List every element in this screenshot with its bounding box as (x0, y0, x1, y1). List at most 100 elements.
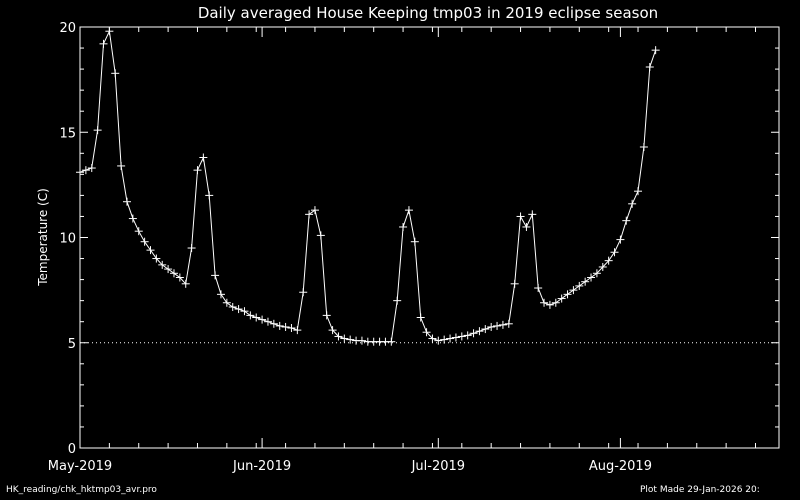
data-point (205, 191, 214, 200)
data-point (463, 331, 472, 340)
axes-group: 0 5 10 15 20 May-2019 Jun-2019 Jul-2019 Aug-2019 (48, 21, 779, 474)
data-point (140, 237, 149, 246)
data-point (616, 235, 625, 244)
data-point (545, 300, 554, 309)
data-point (422, 328, 431, 337)
data-point (587, 273, 596, 282)
data-point (434, 336, 443, 345)
data-point (639, 142, 648, 151)
x-tick-label: Jun-2019 (232, 459, 291, 474)
data-point (322, 311, 331, 320)
data-point (275, 321, 284, 330)
data-point (258, 315, 267, 324)
data-point (498, 320, 507, 329)
data-point (199, 153, 208, 162)
data-point (87, 164, 96, 173)
data-point (645, 62, 654, 71)
data-point (328, 326, 337, 335)
data-point (451, 333, 460, 342)
data-point (540, 298, 549, 307)
data-point (575, 281, 584, 290)
data-point (604, 256, 613, 265)
data-point (493, 321, 502, 330)
data-point (169, 269, 178, 278)
data-point (457, 332, 466, 341)
data-point (610, 248, 619, 257)
data-point (299, 288, 308, 297)
data-point (534, 284, 543, 293)
data-point (216, 290, 225, 299)
data-point (222, 298, 231, 307)
data-point (651, 46, 660, 55)
footer-plot-made: Plot Made 29-Jan-2026 20: (640, 485, 760, 495)
data-point (592, 269, 601, 278)
data-point (316, 231, 325, 240)
y-axis-label: Temperature (C) (36, 188, 50, 287)
data-point (228, 302, 237, 311)
plot-frame (79, 26, 780, 449)
y-tick-label: 20 (59, 21, 76, 36)
data-point (111, 69, 120, 78)
y-tick-label: 0 (68, 442, 76, 457)
data-point (404, 206, 413, 215)
data-point (634, 187, 643, 196)
data-point (557, 294, 566, 303)
data-point (469, 329, 478, 338)
data-point (269, 319, 278, 328)
y-tick-label: 15 (59, 126, 76, 141)
data-point (387, 337, 396, 346)
data-point (246, 311, 255, 320)
data-point (76, 168, 84, 177)
data-point (93, 126, 102, 135)
data-point (234, 305, 243, 314)
x-tick-label: Aug-2019 (589, 459, 652, 474)
data-point (128, 214, 137, 223)
data-point (475, 327, 484, 336)
plot-frame-rect (79, 26, 780, 449)
data-point (428, 334, 437, 343)
data-point (510, 279, 519, 288)
data-point (158, 260, 167, 269)
data-point (187, 244, 196, 253)
data-point (440, 335, 449, 344)
data-point (399, 222, 408, 231)
data-point (175, 273, 184, 282)
data-point (211, 271, 220, 280)
data-point (164, 265, 173, 274)
data-point (293, 326, 302, 335)
data-point (252, 313, 261, 322)
x-tick-label: May-2019 (48, 459, 112, 474)
data-point (393, 296, 402, 305)
data-point (528, 210, 537, 219)
data-point (563, 290, 572, 299)
data-point (263, 317, 272, 326)
data-point (504, 319, 513, 328)
data-point (522, 222, 531, 231)
data-point (598, 262, 607, 271)
data-point (481, 325, 490, 334)
data-point (152, 254, 161, 263)
data-point (581, 277, 590, 286)
data-point (346, 335, 355, 344)
series-line (79, 29, 657, 343)
data-point (146, 246, 155, 255)
data-point (516, 212, 525, 221)
data-point (357, 336, 366, 345)
data-point (410, 237, 419, 246)
data-point (487, 322, 496, 331)
data-point (416, 313, 425, 322)
data-point (622, 216, 631, 225)
data-point (287, 324, 296, 333)
data-point (99, 39, 108, 48)
y-tick-label: 5 (68, 337, 76, 352)
data-point (122, 197, 131, 206)
data-point (340, 334, 349, 343)
data-point (628, 199, 637, 208)
data-point (310, 206, 319, 215)
data-point (134, 227, 143, 236)
data-point (334, 332, 343, 341)
data-point (181, 279, 190, 288)
y-tick-label: 10 (59, 232, 76, 247)
data-point (305, 210, 314, 219)
